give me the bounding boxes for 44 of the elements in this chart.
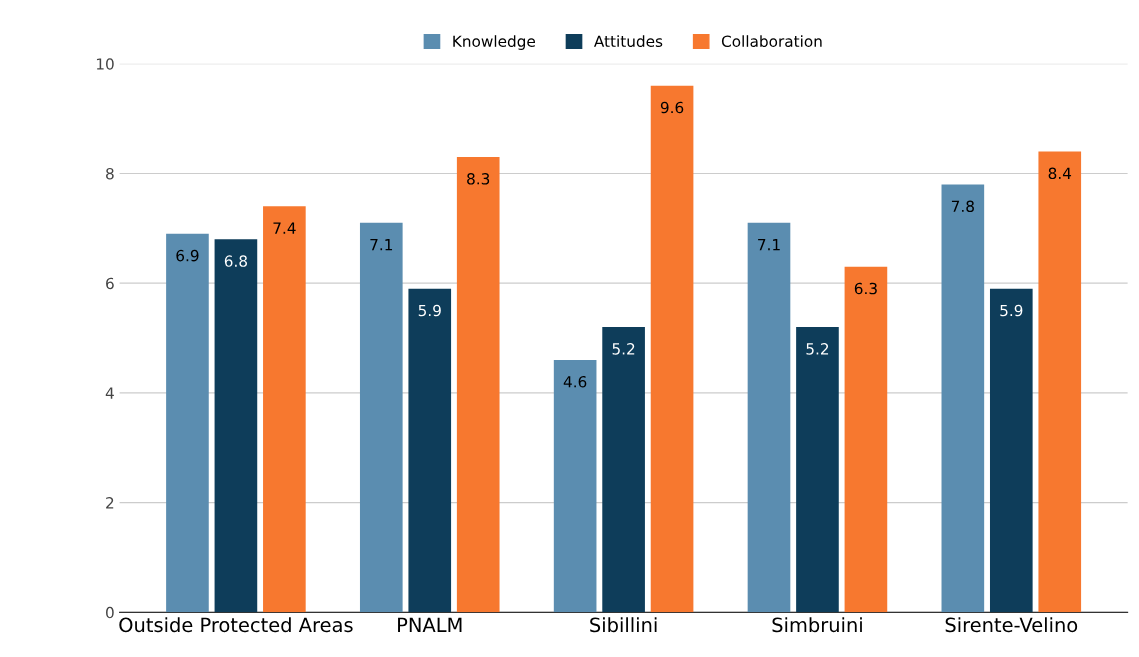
y-tick-label: 8 [106,167,114,180]
y-tick-label: 6 [106,277,114,290]
bar [263,206,306,613]
bar [989,288,1033,613]
data-label: 4.6 [563,376,587,388]
x-tick-label: PNALM [398,617,462,632]
data-label: 5.2 [806,343,829,355]
bar [747,222,791,613]
x-tick-label: Sirente-Velino [945,617,1078,633]
bar [359,222,403,613]
data-label: 5.2 [612,343,635,355]
data-label: 9.6 [660,101,684,114]
data-label: 6.8 [224,255,248,267]
data-label: 6.9 [176,249,199,262]
y-tick-label: 10 [96,58,114,70]
data-label: 7.1 [758,239,780,251]
bar [166,233,209,613]
bar [214,239,258,613]
data-label: 6.3 [854,282,877,295]
bar [1038,151,1082,613]
data-label: 7.4 [273,222,296,234]
bar [941,184,985,613]
x-tick-label: Simbruini [772,617,862,633]
data-label: 7.8 [951,200,974,213]
data-label: 5.9 [1000,304,1023,317]
bar [844,266,888,613]
bar [553,359,597,613]
data-label: 8.3 [467,173,490,185]
y-tick-label: 0 [106,606,114,619]
bar [602,327,645,613]
data-label: 8.4 [1048,167,1072,180]
bar [650,85,694,613]
bar [796,327,839,613]
bar [456,156,500,613]
legend-label: Attitudes [593,35,663,48]
data-label: 7.1 [370,239,393,251]
legend-label: Collaboration [721,35,822,48]
x-tick-label: Outside Protected Areas [119,617,353,633]
x-tick-label: Sibillini [590,617,657,633]
data-label: 5.9 [418,304,441,317]
bar [408,288,452,613]
y-tick-label: 4 [105,387,114,399]
legend-label: Knowledge [453,35,535,50]
y-tick-label: 2 [106,497,114,509]
